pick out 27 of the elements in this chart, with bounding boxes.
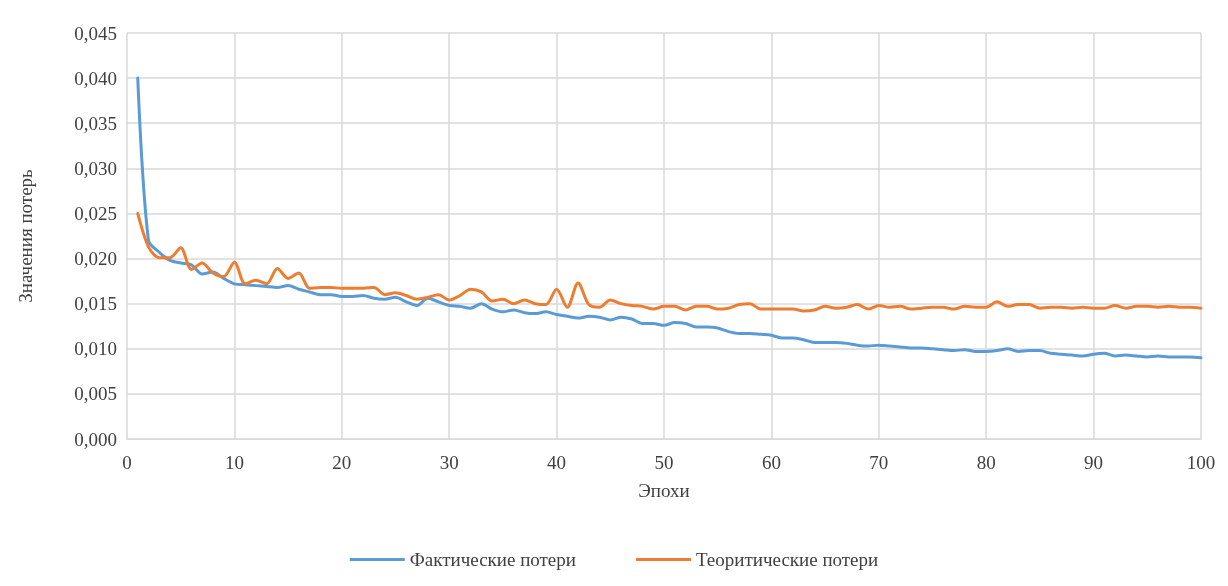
x-tick-label: 40 bbox=[547, 452, 567, 473]
y-tick-label: 0,015 bbox=[74, 293, 117, 315]
y-tick-label: 0,000 bbox=[74, 428, 117, 450]
legend-label: Фактические потери bbox=[409, 549, 576, 570]
x-tick-label: 60 bbox=[761, 452, 781, 473]
y-axis-title: Значения потерь bbox=[15, 168, 36, 303]
line-series bbox=[136, 76, 1203, 360]
y-tick-label: 0,020 bbox=[74, 248, 117, 270]
x-tick-label: 30 bbox=[439, 452, 459, 473]
x-tick-label: 50 bbox=[654, 452, 674, 473]
y-tick-label: 0,035 bbox=[74, 112, 117, 134]
x-tick-label: 90 bbox=[1084, 452, 1104, 473]
x-tick-label: 0 bbox=[122, 452, 132, 473]
x-tick-label: 10 bbox=[224, 452, 244, 473]
line-series bbox=[136, 211, 1203, 313]
y-tick-label: 0,045 bbox=[74, 22, 117, 44]
y-tick-label: 0,040 bbox=[74, 67, 117, 89]
x-tick-label: 80 bbox=[976, 452, 996, 473]
x-axis-title: Эпохи bbox=[638, 480, 690, 501]
legend-label: Теоритические потери bbox=[695, 549, 879, 570]
y-tick-label: 0,005 bbox=[74, 383, 117, 405]
y-tick-label: 0,010 bbox=[74, 338, 117, 360]
x-tick-label: 20 bbox=[332, 452, 352, 473]
y-tick-label: 0,030 bbox=[74, 157, 117, 179]
y-tick-label: 0,025 bbox=[74, 202, 117, 224]
x-tick-label: 70 bbox=[869, 452, 889, 473]
x-tick-label: 100 bbox=[1186, 452, 1216, 473]
